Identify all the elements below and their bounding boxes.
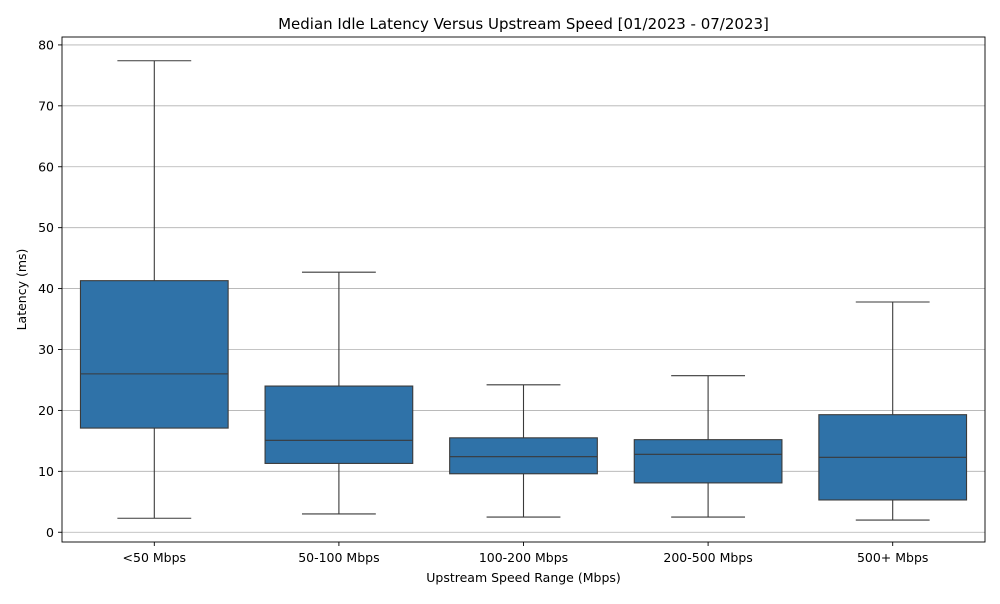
y-axis-ticks: 0 10 20 30 40 50 60 70 80 (38, 37, 62, 540)
chart-title: Median Idle Latency Versus Upstream Spee… (278, 15, 769, 33)
x-axis-label: Upstream Speed Range (Mbps) (426, 570, 621, 585)
y-axis-label: Latency (ms) (14, 249, 29, 331)
y-tick-label: 0 (46, 525, 54, 540)
x-axis-ticks: <50 Mbps 50-100 Mbps 100-200 Mbps 200-500 M… (123, 542, 928, 565)
y-tick-label: 80 (38, 37, 54, 52)
y-tick-label: 20 (38, 403, 54, 418)
box-group (633, 375, 783, 518)
x-tick-label: <50 Mbps (123, 550, 187, 565)
box-layer (79, 60, 968, 521)
y-tick-label: 50 (38, 220, 54, 235)
x-tick-label: 100-200 Mbps (479, 550, 568, 565)
y-tick-label: 30 (38, 342, 54, 357)
x-tick-label: 200-500 Mbps (663, 550, 752, 565)
y-tick-label: 60 (38, 159, 54, 174)
y-tick-label: 40 (38, 281, 54, 296)
x-tick-label: 500+ Mbps (857, 550, 928, 565)
iqr-box (264, 385, 414, 464)
box-group (449, 384, 598, 518)
y-tick-label: 10 (38, 464, 54, 479)
x-tick-label: 50-100 Mbps (298, 550, 379, 565)
box-group (79, 60, 229, 519)
box-group (818, 301, 968, 521)
iqr-box (79, 280, 229, 429)
y-tick-label: 70 (38, 98, 54, 113)
iqr-box (449, 437, 598, 475)
iqr-box (633, 439, 783, 484)
box-group (264, 271, 414, 515)
